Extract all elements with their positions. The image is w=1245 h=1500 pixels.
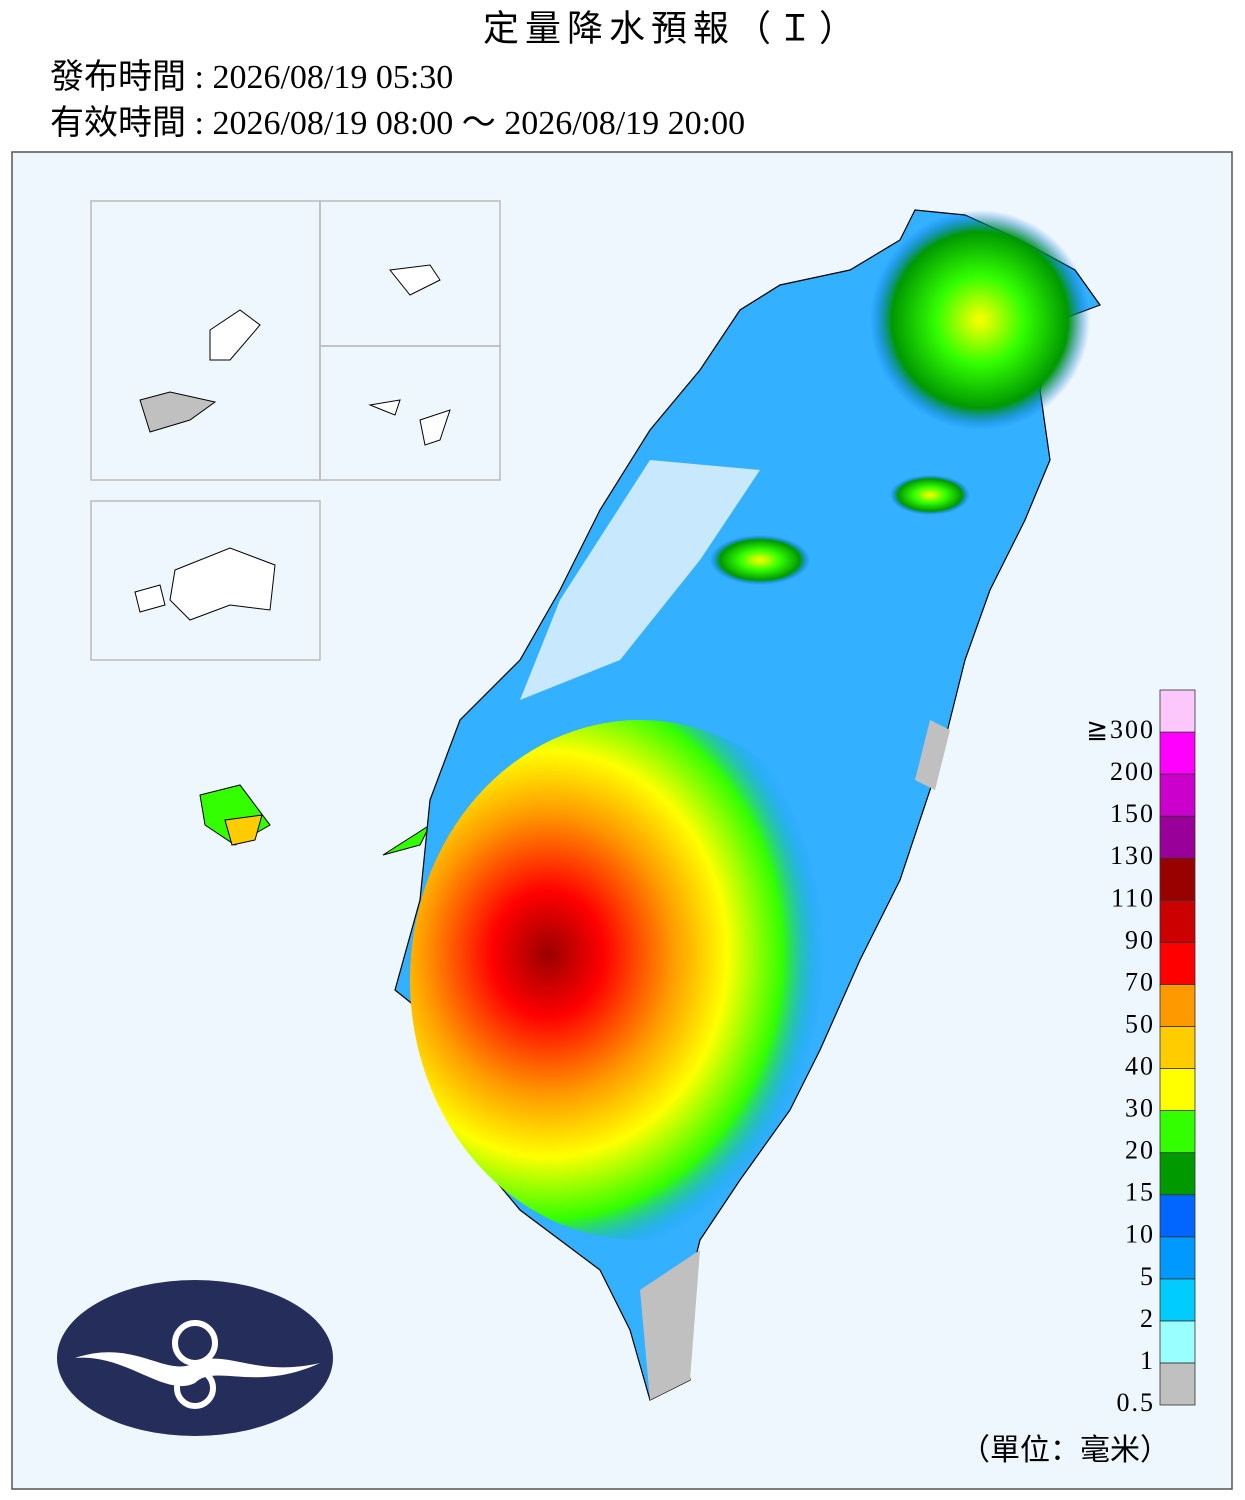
legend: 0.5 1 2 5 10 15 20 30 40 50 70 90 110 130 150 200 ≧300 [1086, 689, 1196, 1417]
legend-swatch [1159, 773, 1196, 817]
legend-label: ≧300 [1086, 715, 1155, 744]
legend-swatch [1159, 984, 1196, 1027]
legend-label: 0.5 [1117, 1388, 1156, 1417]
legend-label: 20 [1125, 1136, 1155, 1165]
legend-swatch [1159, 1278, 1196, 1322]
legend-label: 150 [1110, 799, 1155, 828]
legend-label: 110 [1111, 883, 1155, 912]
legend-swatch [1159, 1026, 1196, 1069]
legend-label: 30 [1125, 1094, 1155, 1123]
legend-swatch [1159, 689, 1196, 733]
legend-swatch [1159, 1320, 1196, 1364]
title: 定量降水預報（Ｉ） [483, 8, 861, 48]
unit-label: （單位：毫米） [960, 1434, 1170, 1467]
legend-swatch [1159, 1110, 1196, 1154]
valid-time: 有效時間 : 2026/08/19 08:00 ～ 2026/08/19 20:… [50, 104, 745, 142]
legend-label: 200 [1110, 757, 1155, 786]
legend-swatch [1159, 815, 1196, 859]
legend-label: 15 [1125, 1178, 1155, 1207]
legend-label: 2 [1140, 1304, 1155, 1333]
outlying-islands [134, 264, 451, 856]
legend-swatch [1159, 899, 1196, 943]
legend-label: 10 [1125, 1220, 1155, 1249]
cwa-logo [57, 1280, 333, 1436]
legend-label: 50 [1125, 1009, 1155, 1038]
legend-swatch [1159, 857, 1196, 901]
legend-label: 90 [1125, 925, 1155, 954]
legend-label: 130 [1110, 841, 1155, 870]
legend-label: 5 [1140, 1262, 1155, 1291]
inset-boxes [90, 200, 501, 661]
legend-swatch [1159, 731, 1196, 775]
legend-swatch [1159, 941, 1196, 985]
issue-time: 發布時間 : 2026/08/19 05:30 [50, 58, 453, 96]
legend-swatch [1159, 1068, 1196, 1111]
legend-swatch [1159, 1236, 1196, 1280]
legend-label: 70 [1125, 967, 1155, 996]
taiwan-main-island [394, 209, 1101, 1401]
legend-swatch [1159, 1152, 1196, 1196]
legend-label: 1 [1140, 1346, 1155, 1375]
legend-swatch [1159, 1194, 1196, 1238]
legend-label: 40 [1125, 1051, 1155, 1080]
legend-swatch [1159, 1362, 1196, 1406]
